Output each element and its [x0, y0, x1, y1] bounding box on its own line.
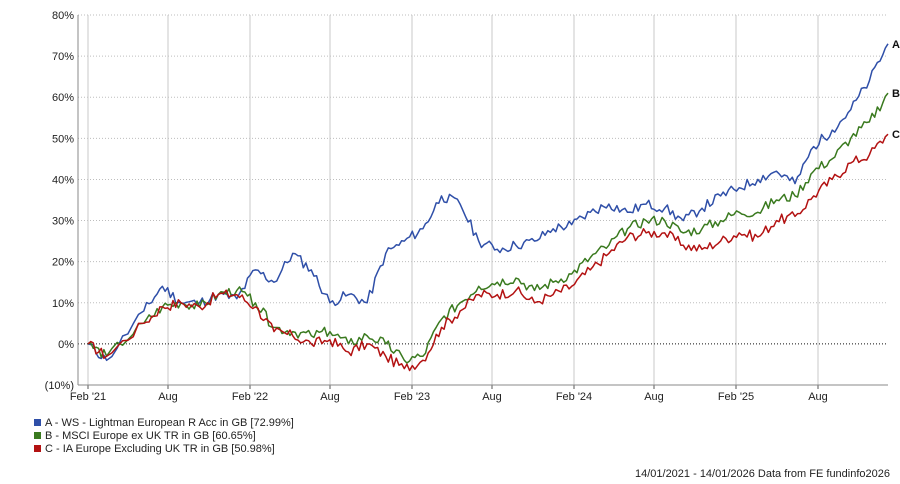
y-tick-label: 80% — [52, 10, 74, 22]
legend-item-a: A - WS - Lightman European R Acc in GB [… — [34, 416, 294, 429]
series-line-a — [87, 43, 889, 362]
y-tick-label: 40% — [52, 174, 74, 186]
x-tick-label: Aug — [482, 391, 502, 403]
y-tick-label: 0% — [58, 339, 74, 351]
legend-item-c: C - IA Europe Excluding UK TR in GB [50.… — [34, 442, 294, 455]
x-tick-label: Feb '22 — [232, 391, 268, 403]
y-tick-label: (10%) — [45, 380, 74, 392]
y-tick-label: 50% — [52, 133, 74, 145]
line-chart: 80% 70% 60% 50% 40% 30% 20% 10% 0% (10%)Feb '21 Au… — [45, 10, 900, 403]
x-tick-label: Aug — [808, 391, 828, 403]
x-tick-label: Feb '24 — [556, 391, 592, 403]
x-tick-label: Aug — [320, 391, 340, 403]
series-end-label-c: C — [892, 129, 900, 141]
legend-label-a: A - WS - Lightman European R Acc in GB [… — [45, 416, 294, 429]
axes — [77, 15, 888, 389]
legend-label-b: B - MSCI Europe ex UK TR in GB [60.65%] — [45, 429, 256, 442]
legend: A - WS - Lightman European R Acc in GB [… — [34, 416, 294, 455]
x-tick-label: Aug — [644, 391, 664, 403]
series-end-label-a: A — [892, 39, 900, 51]
y-tick-label: 10% — [52, 298, 74, 310]
series-lines — [87, 43, 889, 372]
tick-labels: 80% 70% 60% 50% 40% 30% 20% 10% 0% (10%)Feb '21 Au… — [45, 10, 900, 403]
x-tick-label: Aug — [158, 391, 178, 403]
gridlines — [78, 14, 888, 386]
series-line-c — [87, 133, 889, 372]
legend-swatch-a — [34, 419, 41, 426]
series-line-b — [87, 92, 889, 364]
y-tick-label: 20% — [52, 257, 74, 269]
y-tick-label: 70% — [52, 51, 74, 63]
x-tick-label: Feb '25 — [718, 391, 754, 403]
legend-swatch-b — [34, 432, 41, 439]
x-tick-label: Feb '23 — [394, 391, 430, 403]
legend-item-b: B - MSCI Europe ex UK TR in GB [60.65%] — [34, 429, 294, 442]
y-tick-label: 30% — [52, 216, 74, 228]
legend-swatch-c — [34, 445, 41, 452]
x-tick-label: Feb '21 — [70, 391, 106, 403]
series-end-label-b: B — [892, 88, 900, 100]
date-range-footer: 14/01/2021 - 14/01/2026 Data from FE fun… — [634, 468, 890, 480]
legend-label-c: C - IA Europe Excluding UK TR in GB [50.… — [45, 442, 275, 455]
y-tick-label: 60% — [52, 92, 74, 104]
